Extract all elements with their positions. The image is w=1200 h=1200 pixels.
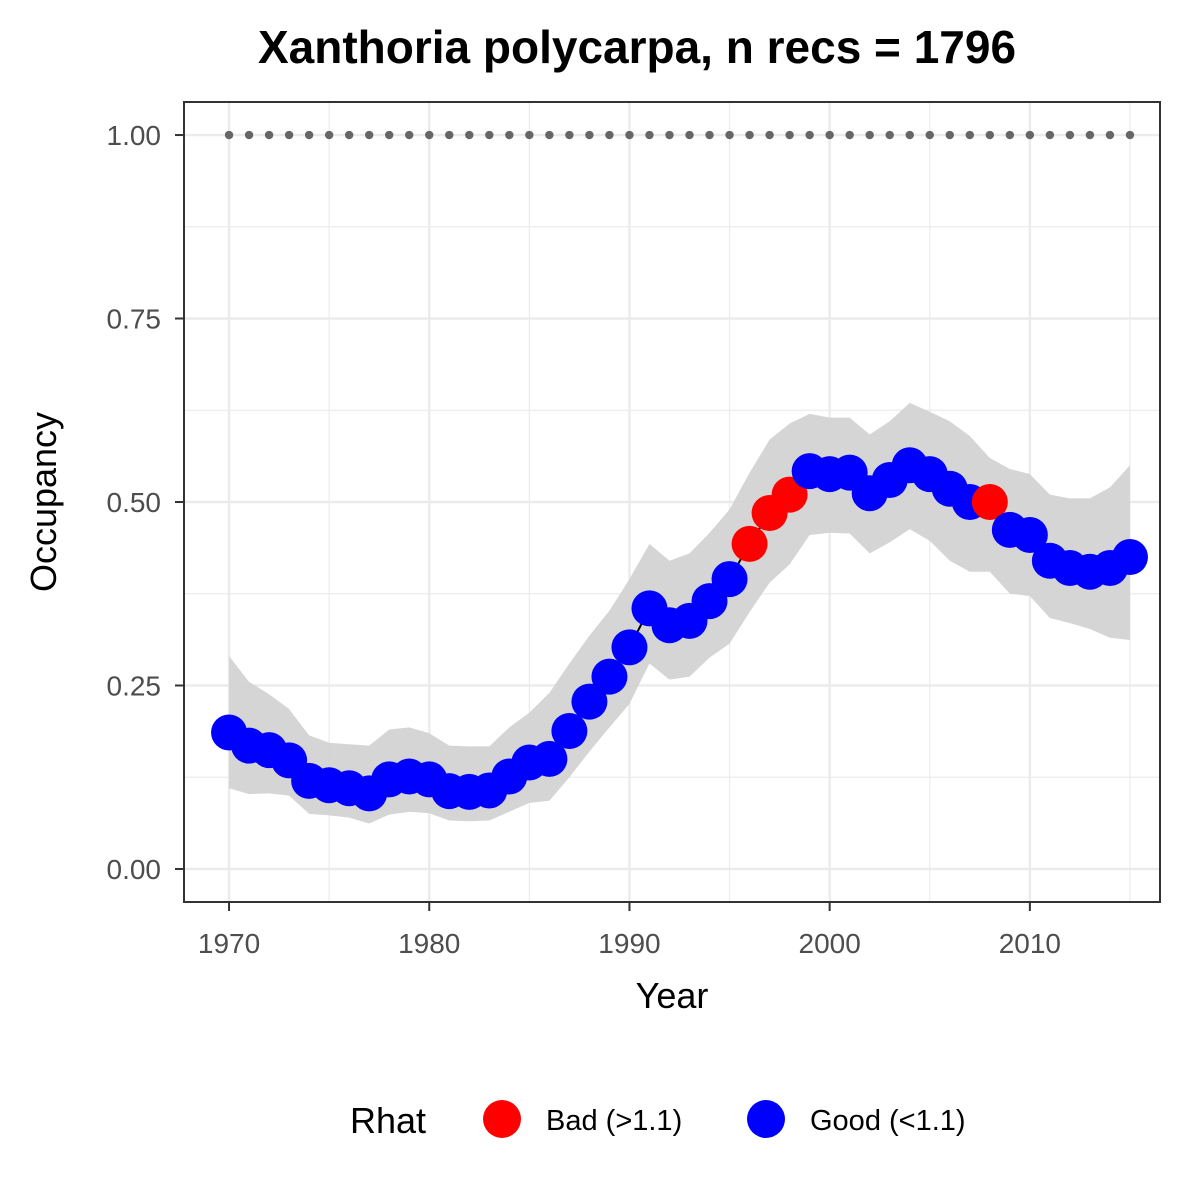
reference-line-layer (224, 130, 1135, 140)
x-axis-ticks: 1970 1980 1990 2000 2010 (198, 902, 1061, 959)
data-point-1998 (771, 476, 808, 513)
legend-title: Rhat (350, 1100, 426, 1141)
reference-dot (765, 130, 774, 140)
x-tick-label: 1990 (598, 928, 660, 959)
y-axis-ticks: 0.00 0.25 0.50 0.75 1.00 (107, 120, 184, 885)
data-point-2010 (1011, 517, 1048, 554)
reference-dot (585, 130, 594, 140)
reference-dot (244, 130, 254, 140)
x-axis-title: Year (636, 975, 709, 1016)
data-point-2008 (971, 484, 1008, 520)
reference-dot (965, 130, 975, 140)
legend-bad-swatch (483, 1100, 521, 1138)
reference-dot (925, 130, 934, 140)
reference-dot (945, 130, 954, 140)
reference-dot (1025, 130, 1035, 140)
reference-dot (705, 130, 714, 140)
reference-dot (685, 130, 694, 140)
reference-dot (385, 130, 394, 140)
reference-dot (465, 130, 474, 140)
reference-dot (1105, 130, 1115, 140)
legend-good-swatch (747, 1100, 785, 1138)
reference-dot (485, 130, 494, 140)
legend-good-label: Good (<1.1) (810, 1105, 966, 1137)
y-tick-label: 0.00 (107, 854, 162, 885)
reference-dot (324, 130, 334, 140)
reference-dot (845, 130, 854, 140)
reference-dot (525, 130, 534, 140)
reference-dot (645, 130, 654, 140)
reference-dot (905, 130, 914, 140)
reference-dot (805, 130, 814, 140)
data-point-1986 (531, 740, 568, 777)
data-point-1996 (731, 525, 768, 562)
reference-dot (725, 130, 734, 140)
y-tick-label: 0.75 (107, 304, 162, 335)
legend: Rhat Bad (>1.1) Good (<1.1) (350, 1100, 966, 1141)
y-tick-label: 0.50 (107, 487, 162, 518)
x-tick-label: 2000 (799, 928, 861, 959)
reference-dot (865, 130, 874, 140)
reference-dot (625, 130, 634, 140)
reference-dot (1085, 130, 1095, 140)
reference-dot (264, 130, 274, 140)
x-tick-label: 1970 (198, 928, 260, 959)
y-tick-label: 0.25 (107, 670, 162, 701)
reference-dot (425, 130, 434, 140)
data-point-1989 (591, 658, 628, 695)
data-point-1988 (571, 683, 608, 720)
reference-dot (565, 130, 574, 140)
reference-dot (825, 130, 834, 140)
reference-dot (545, 130, 554, 140)
data-point-1987 (551, 712, 588, 749)
reference-dot (985, 130, 995, 140)
legend-bad-label: Bad (>1.1) (546, 1105, 682, 1137)
y-axis-title: Occupancy (23, 412, 64, 592)
reference-dot (885, 130, 894, 140)
reference-dot (304, 130, 314, 140)
y-tick-label: 1.00 (107, 120, 162, 151)
reference-dot (1045, 130, 1055, 140)
reference-dot (364, 130, 374, 140)
x-tick-label: 2010 (999, 928, 1061, 959)
reference-dot (1125, 130, 1135, 140)
reference-dot (785, 130, 794, 140)
data-point-2015 (1111, 539, 1148, 576)
x-tick-label: 1980 (398, 928, 460, 959)
reference-dot (405, 130, 414, 140)
reference-dot (505, 130, 514, 140)
reference-dot (445, 130, 454, 140)
reference-dot (1005, 130, 1015, 140)
reference-dot (605, 130, 614, 140)
data-point-1990 (611, 629, 648, 666)
chart-title: Xanthoria polycarpa, n recs = 1796 (258, 21, 1016, 73)
reference-dot (1065, 130, 1075, 140)
reference-dot (284, 130, 294, 140)
reference-dot (745, 130, 754, 140)
reference-dot (665, 130, 674, 140)
reference-dot (344, 130, 354, 140)
reference-dot (224, 130, 234, 140)
data-point-1995 (711, 561, 748, 598)
data-points (211, 447, 1148, 812)
